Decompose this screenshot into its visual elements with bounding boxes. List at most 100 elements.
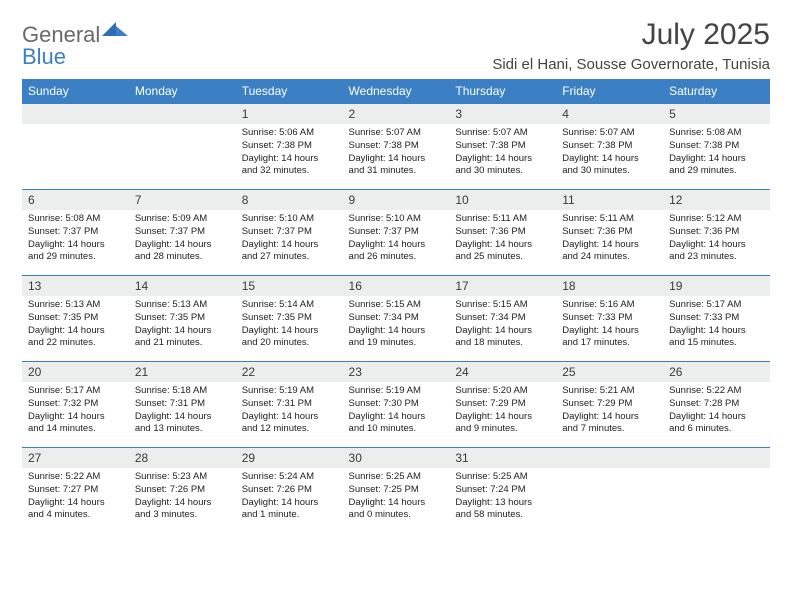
day-number: 19	[663, 275, 770, 296]
calendar-day-cell: 21Sunrise: 5:18 AMSunset: 7:31 PMDayligh…	[129, 361, 236, 447]
sunset-line: Sunset: 7:26 PM	[135, 484, 230, 497]
day-details: Sunrise: 5:17 AMSunset: 7:32 PMDaylight:…	[22, 382, 129, 440]
day-number: 8	[236, 189, 343, 210]
location: Sidi el Hani, Sousse Governorate, Tunisi…	[492, 56, 770, 73]
daylight-line: Daylight: 14 hours and 13 minutes.	[135, 411, 230, 437]
daylight-line: Daylight: 14 hours and 19 minutes.	[349, 325, 444, 351]
day-details: Sunrise: 5:12 AMSunset: 7:36 PMDaylight:…	[663, 210, 770, 268]
calendar-day-cell: 4Sunrise: 5:07 AMSunset: 7:38 PMDaylight…	[556, 103, 663, 189]
sunset-line: Sunset: 7:35 PM	[242, 312, 337, 325]
calendar-day-cell: 23Sunrise: 5:19 AMSunset: 7:30 PMDayligh…	[343, 361, 450, 447]
day-details: Sunrise: 5:08 AMSunset: 7:37 PMDaylight:…	[22, 210, 129, 268]
daylight-line: Daylight: 14 hours and 1 minute.	[242, 497, 337, 523]
calendar-day-cell: 8Sunrise: 5:10 AMSunset: 7:37 PMDaylight…	[236, 189, 343, 275]
logo: General Blue	[22, 18, 128, 68]
sunrise-line: Sunrise: 5:08 AM	[669, 127, 764, 140]
calendar-day-cell: 28Sunrise: 5:23 AMSunset: 7:26 PMDayligh…	[129, 447, 236, 533]
day-details: Sunrise: 5:25 AMSunset: 7:24 PMDaylight:…	[449, 468, 556, 526]
day-details: Sunrise: 5:23 AMSunset: 7:26 PMDaylight:…	[129, 468, 236, 526]
day-details: Sunrise: 5:15 AMSunset: 7:34 PMDaylight:…	[449, 296, 556, 354]
day-details: Sunrise: 5:10 AMSunset: 7:37 PMDaylight:…	[236, 210, 343, 268]
sunrise-line: Sunrise: 5:22 AM	[669, 385, 764, 398]
sunset-line: Sunset: 7:29 PM	[455, 398, 550, 411]
calendar-day-cell: 12Sunrise: 5:12 AMSunset: 7:36 PMDayligh…	[663, 189, 770, 275]
day-details: Sunrise: 5:13 AMSunset: 7:35 PMDaylight:…	[22, 296, 129, 354]
daylight-line: Daylight: 14 hours and 29 minutes.	[669, 153, 764, 179]
day-number-empty	[663, 447, 770, 468]
day-number: 28	[129, 447, 236, 468]
day-details: Sunrise: 5:09 AMSunset: 7:37 PMDaylight:…	[129, 210, 236, 268]
daylight-line: Daylight: 14 hours and 9 minutes.	[455, 411, 550, 437]
daylight-line: Daylight: 14 hours and 27 minutes.	[242, 239, 337, 265]
calendar-day-cell: 24Sunrise: 5:20 AMSunset: 7:29 PMDayligh…	[449, 361, 556, 447]
calendar-table: Sunday Monday Tuesday Wednesday Thursday…	[22, 79, 770, 533]
calendar-day-cell	[663, 447, 770, 533]
sunset-line: Sunset: 7:34 PM	[455, 312, 550, 325]
day-details: Sunrise: 5:07 AMSunset: 7:38 PMDaylight:…	[343, 124, 450, 182]
sunrise-line: Sunrise: 5:18 AM	[135, 385, 230, 398]
day-number: 9	[343, 189, 450, 210]
day-details: Sunrise: 5:15 AMSunset: 7:34 PMDaylight:…	[343, 296, 450, 354]
day-details: Sunrise: 5:22 AMSunset: 7:27 PMDaylight:…	[22, 468, 129, 526]
day-details: Sunrise: 5:20 AMSunset: 7:29 PMDaylight:…	[449, 382, 556, 440]
daylight-line: Daylight: 14 hours and 0 minutes.	[349, 497, 444, 523]
day-details: Sunrise: 5:10 AMSunset: 7:37 PMDaylight:…	[343, 210, 450, 268]
daylight-line: Daylight: 14 hours and 17 minutes.	[562, 325, 657, 351]
day-number: 18	[556, 275, 663, 296]
sunset-line: Sunset: 7:37 PM	[28, 226, 123, 239]
weekday-header: Friday	[556, 79, 663, 103]
sunrise-line: Sunrise: 5:11 AM	[562, 213, 657, 226]
sunset-line: Sunset: 7:38 PM	[562, 140, 657, 153]
daylight-line: Daylight: 14 hours and 10 minutes.	[349, 411, 444, 437]
sunset-line: Sunset: 7:34 PM	[349, 312, 444, 325]
calendar-week-row: 13Sunrise: 5:13 AMSunset: 7:35 PMDayligh…	[22, 275, 770, 361]
calendar-week-row: 20Sunrise: 5:17 AMSunset: 7:32 PMDayligh…	[22, 361, 770, 447]
sunrise-line: Sunrise: 5:15 AM	[455, 299, 550, 312]
sunrise-line: Sunrise: 5:20 AM	[455, 385, 550, 398]
day-number: 2	[343, 103, 450, 124]
calendar-day-cell: 17Sunrise: 5:15 AMSunset: 7:34 PMDayligh…	[449, 275, 556, 361]
day-details: Sunrise: 5:21 AMSunset: 7:29 PMDaylight:…	[556, 382, 663, 440]
sunrise-line: Sunrise: 5:07 AM	[455, 127, 550, 140]
day-details: Sunrise: 5:22 AMSunset: 7:28 PMDaylight:…	[663, 382, 770, 440]
day-details: Sunrise: 5:13 AMSunset: 7:35 PMDaylight:…	[129, 296, 236, 354]
day-number: 27	[22, 447, 129, 468]
weekday-header: Monday	[129, 79, 236, 103]
day-number: 30	[343, 447, 450, 468]
day-number: 16	[343, 275, 450, 296]
daylight-line: Daylight: 14 hours and 3 minutes.	[135, 497, 230, 523]
day-number: 31	[449, 447, 556, 468]
day-number: 22	[236, 361, 343, 382]
calendar-day-cell: 14Sunrise: 5:13 AMSunset: 7:35 PMDayligh…	[129, 275, 236, 361]
calendar-day-cell: 15Sunrise: 5:14 AMSunset: 7:35 PMDayligh…	[236, 275, 343, 361]
calendar-body: 1Sunrise: 5:06 AMSunset: 7:38 PMDaylight…	[22, 103, 770, 533]
weekday-header: Saturday	[663, 79, 770, 103]
daylight-line: Daylight: 14 hours and 14 minutes.	[28, 411, 123, 437]
sunrise-line: Sunrise: 5:09 AM	[135, 213, 230, 226]
calendar-day-cell: 1Sunrise: 5:06 AMSunset: 7:38 PMDaylight…	[236, 103, 343, 189]
sunrise-line: Sunrise: 5:23 AM	[135, 471, 230, 484]
calendar-day-cell: 19Sunrise: 5:17 AMSunset: 7:33 PMDayligh…	[663, 275, 770, 361]
calendar-day-cell	[556, 447, 663, 533]
day-details: Sunrise: 5:14 AMSunset: 7:35 PMDaylight:…	[236, 296, 343, 354]
sunset-line: Sunset: 7:38 PM	[242, 140, 337, 153]
calendar-day-cell: 18Sunrise: 5:16 AMSunset: 7:33 PMDayligh…	[556, 275, 663, 361]
day-number: 10	[449, 189, 556, 210]
day-number: 5	[663, 103, 770, 124]
daylight-line: Daylight: 14 hours and 20 minutes.	[242, 325, 337, 351]
day-number: 11	[556, 189, 663, 210]
sunset-line: Sunset: 7:31 PM	[242, 398, 337, 411]
sunrise-line: Sunrise: 5:11 AM	[455, 213, 550, 226]
header: General Blue July 2025 Sidi el Hani, Sou…	[22, 18, 770, 73]
day-number: 24	[449, 361, 556, 382]
daylight-line: Daylight: 14 hours and 32 minutes.	[242, 153, 337, 179]
sunrise-line: Sunrise: 5:13 AM	[135, 299, 230, 312]
sunrise-line: Sunrise: 5:14 AM	[242, 299, 337, 312]
sunrise-line: Sunrise: 5:19 AM	[349, 385, 444, 398]
sunset-line: Sunset: 7:24 PM	[455, 484, 550, 497]
day-details: Sunrise: 5:25 AMSunset: 7:25 PMDaylight:…	[343, 468, 450, 526]
sunset-line: Sunset: 7:26 PM	[242, 484, 337, 497]
weekday-header: Wednesday	[343, 79, 450, 103]
sunrise-line: Sunrise: 5:24 AM	[242, 471, 337, 484]
daylight-line: Daylight: 14 hours and 29 minutes.	[28, 239, 123, 265]
